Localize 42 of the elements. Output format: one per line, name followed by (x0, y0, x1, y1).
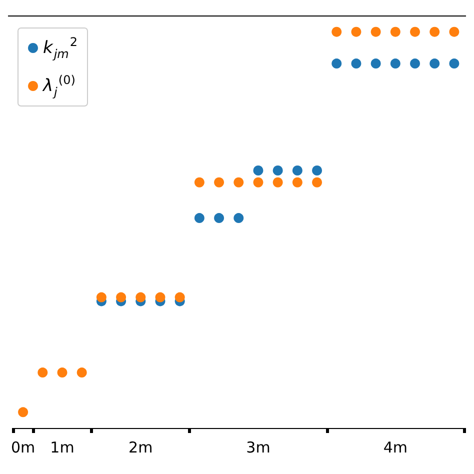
point (174, 292, 185, 302)
point (430, 26, 440, 37)
point (332, 26, 342, 37)
point (410, 58, 420, 69)
point (96, 292, 106, 302)
point (76, 368, 87, 378)
point (292, 166, 302, 176)
point (449, 58, 460, 69)
x-tick-label: 2m (128, 438, 153, 456)
point (292, 177, 302, 188)
point (370, 26, 381, 37)
point (234, 177, 244, 188)
point (253, 177, 264, 188)
point (312, 177, 322, 188)
point (116, 292, 126, 302)
point (410, 26, 420, 37)
point (351, 58, 362, 69)
point (312, 166, 322, 176)
point (136, 292, 146, 302)
point (332, 58, 342, 69)
point (234, 213, 244, 224)
point (38, 368, 48, 378)
point (390, 26, 400, 37)
point (390, 58, 400, 69)
point (194, 177, 204, 188)
point (351, 26, 362, 37)
point (214, 213, 224, 224)
point (430, 58, 440, 69)
x-tick-label: 4m (383, 438, 408, 456)
point (57, 368, 68, 378)
point (18, 407, 28, 418)
point (449, 26, 460, 37)
point (155, 292, 166, 302)
point (253, 166, 264, 176)
x-tick-label: 3m (246, 438, 270, 456)
x-tick-label: 1m (50, 438, 74, 456)
point (214, 177, 224, 188)
point (370, 58, 381, 69)
x-tick-label: 0m (10, 438, 36, 456)
point (272, 177, 283, 188)
point (194, 213, 204, 224)
point (272, 166, 283, 176)
